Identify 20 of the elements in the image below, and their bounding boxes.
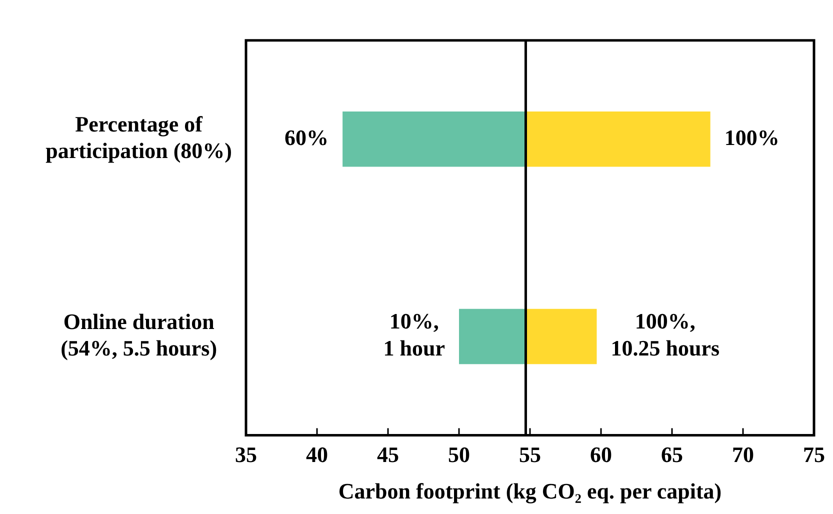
x-tick-label: 40	[306, 442, 328, 468]
y-tick-label: Percentage of participation (80%)	[46, 112, 232, 163]
x-tick-label: 65	[661, 442, 683, 468]
bar	[342, 111, 526, 167]
x-axis-title: Carbon footprint (kg CO₂ eq. per capita)	[338, 478, 722, 504]
annotation: 60%	[284, 124, 329, 150]
annotation: 10%, 1 hour	[383, 308, 446, 361]
y-tick-label: Online duration (54%, 5.5 hours)	[60, 308, 218, 360]
bar	[526, 111, 710, 167]
x-tick-label: 50	[448, 442, 470, 468]
x-tick-label: 60	[590, 442, 612, 468]
x-tick-label: 35	[235, 442, 257, 468]
x-tick-label: 70	[732, 442, 754, 468]
x-tick-label: 75	[803, 442, 825, 468]
x-tick-label: 45	[377, 442, 399, 468]
annotation: 100%, 10.25 hours	[610, 308, 720, 361]
annotation: 100%	[724, 124, 780, 150]
bar	[526, 308, 597, 364]
bar	[459, 308, 526, 364]
x-tick-label: 55	[519, 442, 541, 468]
